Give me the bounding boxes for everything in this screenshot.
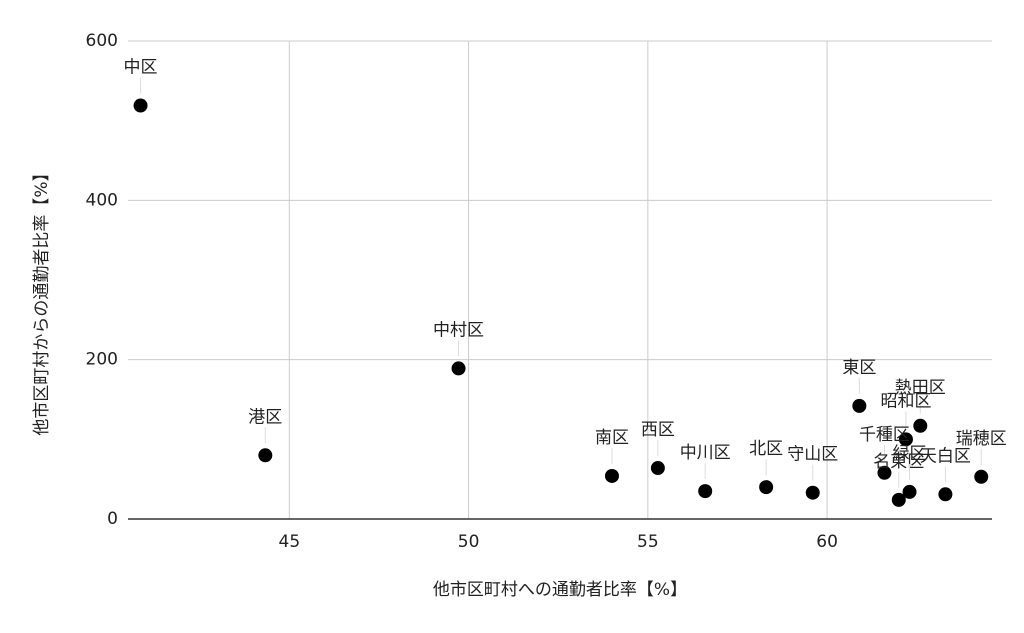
point [902,484,917,499]
point-label: 緑区 [893,444,927,464]
point-label: 名東区 [873,452,924,472]
point-label: 中区 [124,58,158,78]
point-label: 港区 [248,407,282,427]
point [258,448,273,463]
x-tick-label: 45 [279,532,301,552]
x-tick-label: 50 [458,532,480,552]
point-label: 中村区 [433,320,484,340]
x-tick-label: 55 [637,532,659,552]
y-tick-label: 200 [86,350,118,370]
x-tick-label: 60 [816,532,838,552]
point [698,484,713,499]
point [877,465,892,480]
point-label: 昭和区 [880,391,931,411]
point [891,492,906,507]
point [133,98,148,113]
point-label: 東区 [842,358,876,378]
point-label: 守山区 [787,445,838,465]
y-tick-label: 0 [107,509,118,529]
point [604,468,619,483]
point-label: 千種区 [859,425,910,445]
point-label: 天白区 [920,446,971,466]
point-label: 北区 [749,439,783,459]
point [938,487,953,502]
point [451,361,466,376]
point-label: 熱田区 [895,378,946,398]
point [913,418,928,433]
point-label: 瑞穂区 [956,429,1007,449]
y-tick-label: 600 [86,31,118,51]
point-label: 西区 [641,420,675,440]
point [759,480,774,495]
point-label: 南区 [595,428,629,448]
point [852,398,867,413]
point [974,469,989,484]
y-axis-title: 他市区町村からの通勤者比率【%】 [32,164,52,435]
point [898,432,913,447]
y-tick-label: 400 [86,190,118,210]
point-label: 中川区 [680,443,731,463]
x-axis-title: 他市区町村への通勤者比率【%】 [433,580,687,600]
point [650,461,665,476]
point [805,485,820,500]
